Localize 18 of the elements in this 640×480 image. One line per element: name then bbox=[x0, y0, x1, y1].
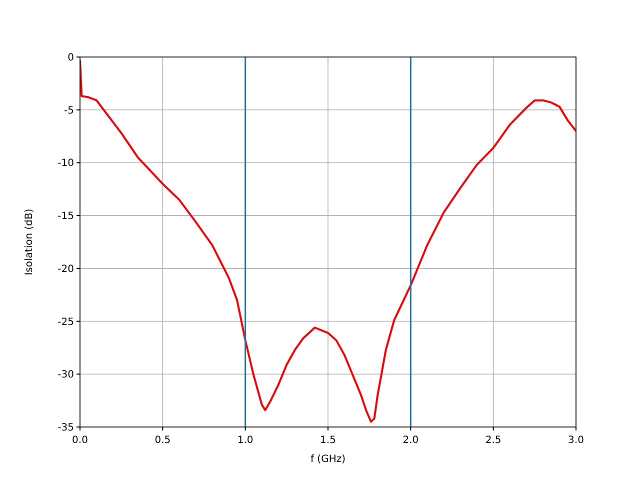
x-tick-label: 1.5 bbox=[320, 435, 336, 446]
x-axis-title: f (GHz) bbox=[310, 454, 346, 465]
x-tick-label: 2.0 bbox=[402, 435, 419, 446]
x-tick-label: 1.0 bbox=[237, 435, 254, 446]
y-tick-label: -15 bbox=[58, 211, 74, 222]
y-tick-label: -30 bbox=[58, 370, 74, 381]
y-tick-label: -25 bbox=[58, 316, 74, 328]
line-series bbox=[80, 59, 576, 423]
y-tick-label: -20 bbox=[58, 264, 74, 275]
x-tick-label: 3.0 bbox=[568, 435, 584, 446]
y-axis-title: Isolation (dB) bbox=[24, 208, 35, 276]
y-tick-label: -35 bbox=[58, 422, 74, 434]
y-tick-label: 0 bbox=[68, 52, 74, 64]
y-tick-label: -10 bbox=[58, 158, 74, 170]
x-tick-label: 0.5 bbox=[154, 435, 171, 446]
x-tick-label: 0.0 bbox=[72, 435, 88, 446]
y-tick-label: -5 bbox=[64, 105, 74, 116]
x-tick-label: 2.5 bbox=[485, 435, 502, 446]
